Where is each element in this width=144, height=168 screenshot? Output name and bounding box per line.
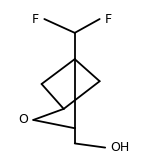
Text: OH: OH [111,141,130,154]
Text: O: O [18,113,28,127]
Text: F: F [32,13,39,26]
Text: F: F [105,13,112,26]
